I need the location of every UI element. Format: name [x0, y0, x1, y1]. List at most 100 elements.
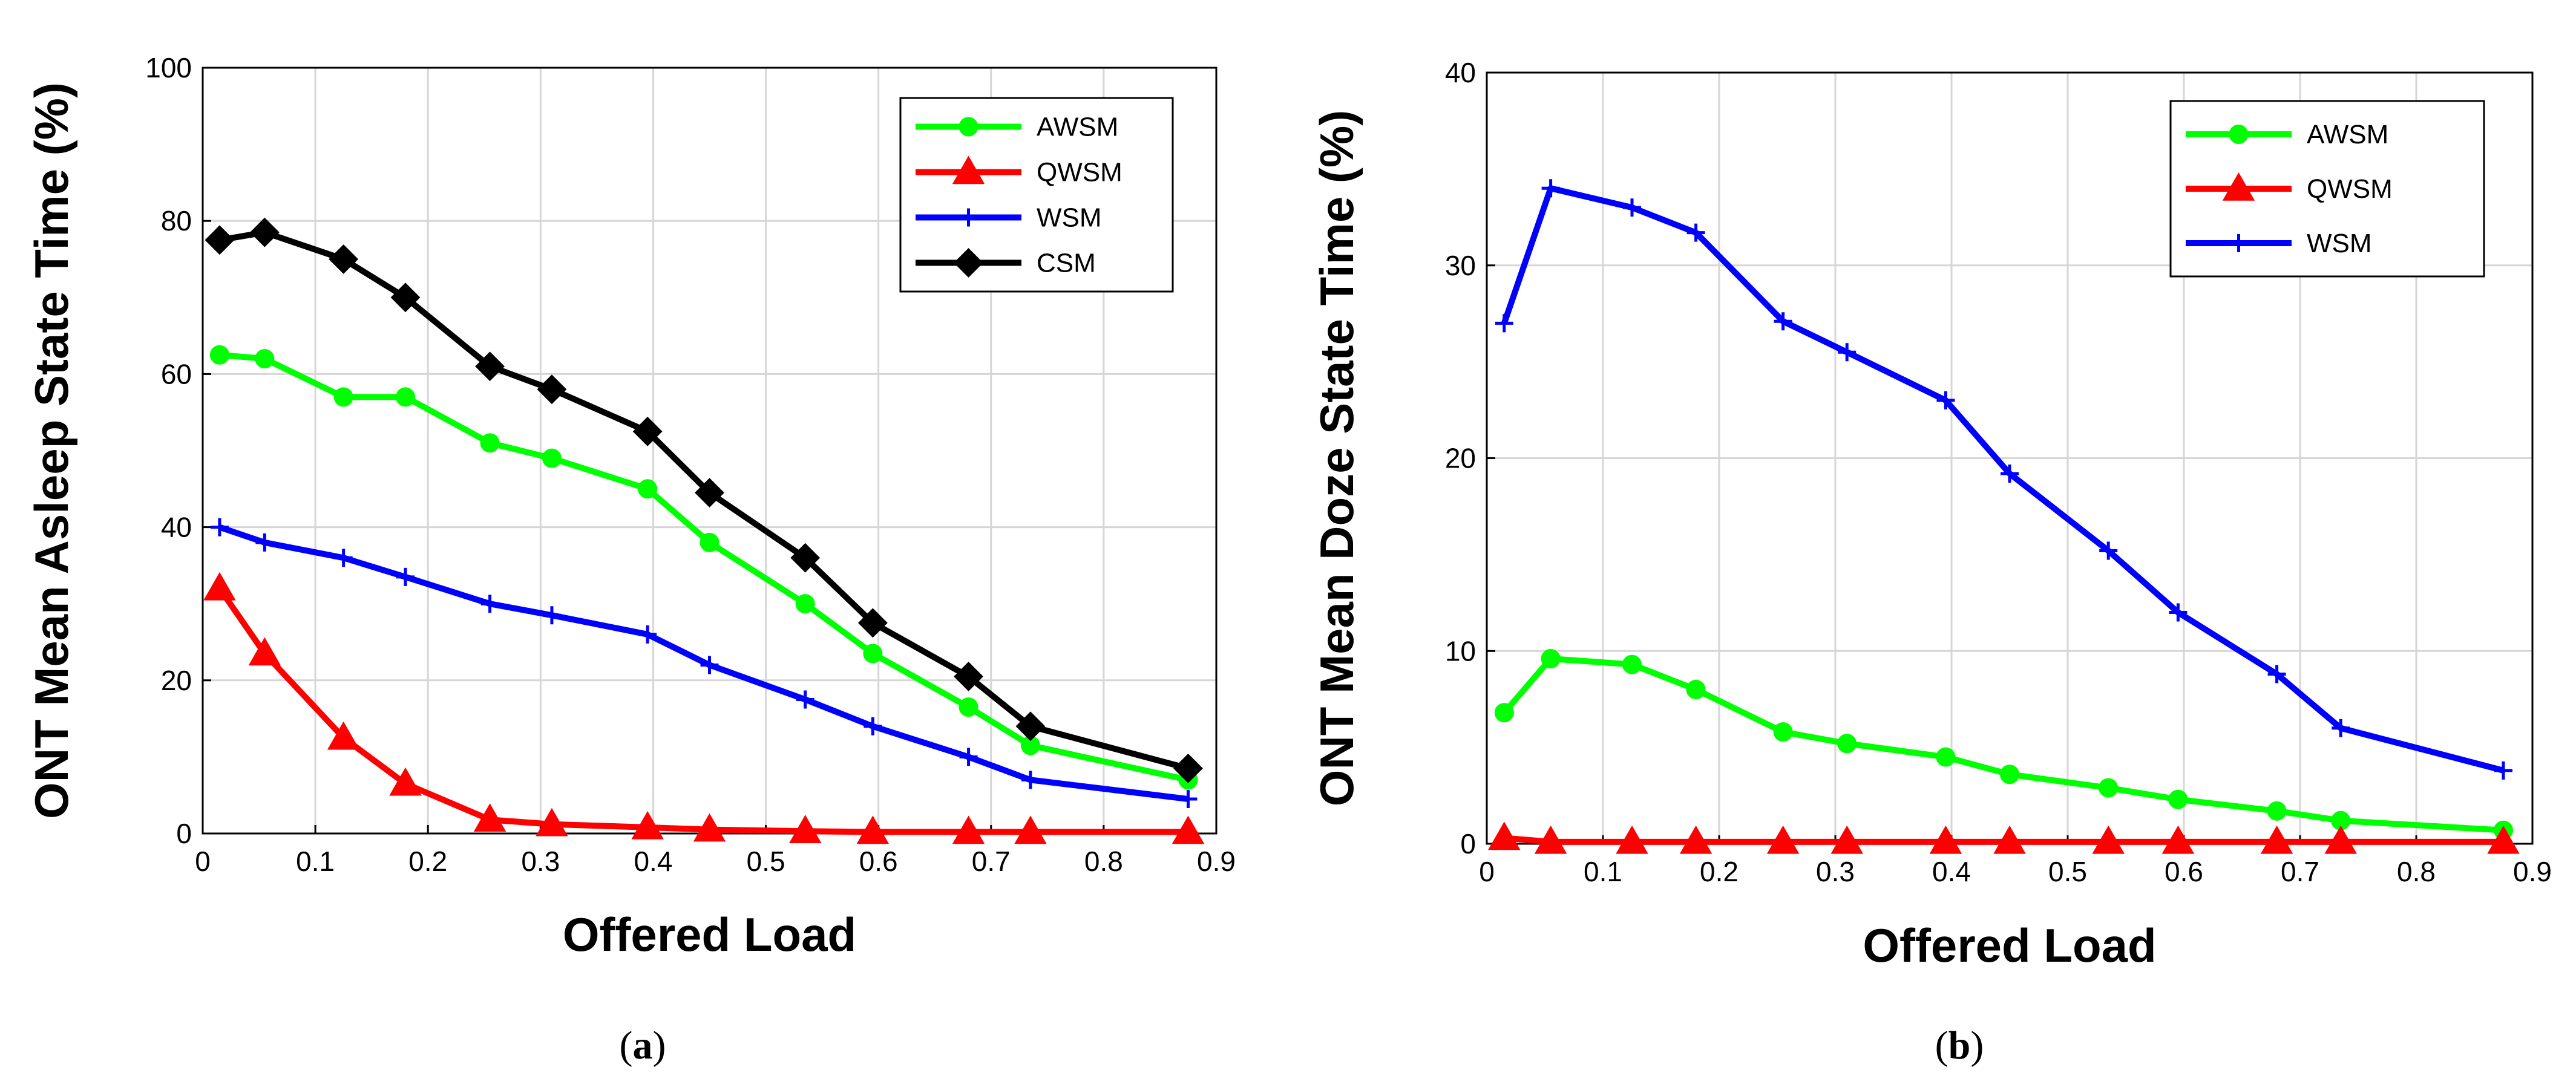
legend-marker-qwsm-b — [2222, 172, 2255, 201]
legend-label-qwsm-b: QWSM — [2307, 174, 2393, 204]
y-tick-label-a: 100 — [145, 52, 192, 83]
data-point-awsm-b — [1773, 722, 1793, 742]
data-point-awsm-b — [1837, 734, 1857, 754]
legend-marker-wsm-b — [2229, 234, 2248, 252]
data-point-awsm-a — [209, 345, 229, 365]
data-point-qwsm-a — [1014, 815, 1047, 844]
data-point-awsm-a — [863, 644, 883, 664]
data-point-qwsm-b — [2260, 825, 2293, 854]
x-tick-label-a: 0.3 — [521, 846, 560, 877]
data-point-csm-a — [390, 282, 421, 313]
data-point-wsm-b — [2267, 665, 2286, 683]
data-point-wsm-b — [1936, 391, 1955, 409]
y-tick-label-b: 30 — [1445, 250, 1476, 281]
data-point-wsm-b — [2332, 719, 2350, 737]
data-point-csm-a — [205, 225, 235, 255]
legend-marker-awsm-b — [2229, 125, 2249, 144]
y-tick-label-a: 80 — [161, 205, 192, 236]
data-point-csm-a — [475, 351, 505, 382]
data-point-qwsm-a — [856, 815, 890, 844]
data-point-wsm-b — [1495, 314, 1513, 333]
data-point-wsm-a — [255, 533, 274, 552]
y-tick-label-a: 40 — [161, 512, 192, 543]
data-point-csm-a — [695, 478, 724, 508]
x-axis-label-b: Offered Load — [1863, 919, 2156, 972]
data-point-awsm-a — [959, 697, 978, 717]
y-tick-label-b: 0 — [1460, 828, 1476, 859]
data-point-qwsm-a — [631, 810, 664, 840]
data-point-awsm-a — [333, 387, 353, 407]
y-tick-label-b: 40 — [1445, 57, 1476, 88]
legend-marker-wsm-a — [959, 208, 978, 227]
x-tick-label-b: 0.3 — [1816, 856, 1855, 887]
caption-b: (b) — [1935, 1023, 1984, 1068]
data-point-csm-a — [329, 244, 359, 274]
data-point-awsm-b — [2267, 801, 2287, 821]
data-point-csm-a — [1015, 711, 1046, 742]
x-tick-label-b: 0.6 — [2165, 856, 2203, 887]
data-point-qwsm-b — [2487, 825, 2520, 854]
data-point-awsm-b — [1541, 649, 1561, 668]
data-point-csm-a — [249, 217, 280, 247]
data-point-wsm-b — [2099, 541, 2118, 560]
legend-label-awsm-b: AWSM — [2307, 120, 2388, 149]
data-point-awsm-b — [2168, 789, 2188, 809]
y-tick-label-a: 20 — [161, 665, 192, 696]
x-axis-label-a: Offered Load — [563, 908, 856, 961]
data-point-qwsm-a — [389, 767, 422, 796]
data-point-wsm-b — [1623, 198, 1641, 217]
caption-a: (a) — [620, 1023, 666, 1068]
y-tick-label-a: 60 — [161, 358, 192, 390]
data-point-qwsm-b — [1679, 825, 1712, 854]
data-point-wsm-a — [1021, 771, 1040, 789]
data-point-qwsm-b — [1616, 825, 1648, 854]
x-tick-label-b: 0.7 — [2281, 856, 2319, 887]
x-tick-label-a: 0.9 — [1197, 846, 1236, 877]
data-point-awsm-b — [2000, 765, 2019, 784]
data-point-csm-a — [790, 543, 821, 573]
data-point-wsm-b — [2001, 465, 2019, 483]
data-point-awsm-b — [1686, 680, 1706, 699]
data-point-awsm-b — [1622, 654, 1642, 674]
legend-marker-csm-a — [954, 248, 983, 278]
data-point-wsm-a — [480, 595, 499, 613]
chart-a: 0 0.1 0.2 0.3 0.4 0.5 0.6 0.7 0.8 0.9 0 20 40 60 80 100… — [25, 52, 1236, 961]
x-tick-label-a: 0.1 — [296, 846, 335, 877]
data-point-csm-a — [537, 374, 567, 405]
legend-b: AWSM QWSM WSM — [2169, 100, 2485, 278]
data-point-wsm-b — [2494, 761, 2512, 780]
y-tick-label-b: 20 — [1445, 443, 1476, 474]
data-point-awsm-a — [396, 387, 415, 407]
data-point-wsm-a — [210, 518, 229, 536]
legend-marker-qwsm-a — [952, 155, 985, 184]
y-axis-label-a: ONT Mean Asleep State Time (%) — [25, 82, 78, 819]
data-point-awsm-b — [2099, 778, 2119, 798]
x-tick-label-a: 0 — [195, 846, 211, 877]
legend-marker-awsm-a — [959, 117, 978, 137]
data-point-qwsm-b — [1993, 825, 2026, 854]
x-tick-label-a: 0.8 — [1084, 846, 1123, 877]
data-point-wsm-b — [1541, 179, 1560, 198]
y-tick-label-a: 0 — [176, 818, 192, 849]
data-point-csm-a — [632, 416, 663, 446]
legend-label-wsm-a: WSM — [1037, 203, 1102, 233]
data-point-qwsm-a — [788, 815, 822, 843]
legend-label-wsm-b: WSM — [2307, 229, 2372, 258]
legend-label-awsm-a: AWSM — [1037, 113, 1118, 142]
x-tick-label-a: 0.6 — [859, 846, 898, 877]
data-point-wsm-b — [1838, 343, 1857, 362]
x-tick-label-b: 0.8 — [2397, 856, 2436, 887]
x-tick-label-a: 0.5 — [747, 846, 785, 877]
chart-b: 0 0.1 0.2 0.3 0.4 0.5 0.6 0.7 0.8 0.9 0 10 20 30 40 Off… — [1310, 57, 2552, 972]
data-point-wsm-a — [542, 606, 561, 625]
legend-box-a — [899, 97, 1174, 293]
data-point-wsm-b — [1774, 312, 1792, 331]
data-point-csm-a — [857, 608, 888, 638]
x-tick-label-b: 0.9 — [2513, 856, 2552, 887]
data-point-awsm-b — [1936, 747, 1956, 767]
data-point-qwsm-a — [473, 803, 506, 832]
data-point-qwsm-b — [2324, 825, 2357, 854]
legend-label-qwsm-a: QWSM — [1037, 158, 1122, 188]
data-point-wsm-a — [1179, 790, 1198, 809]
